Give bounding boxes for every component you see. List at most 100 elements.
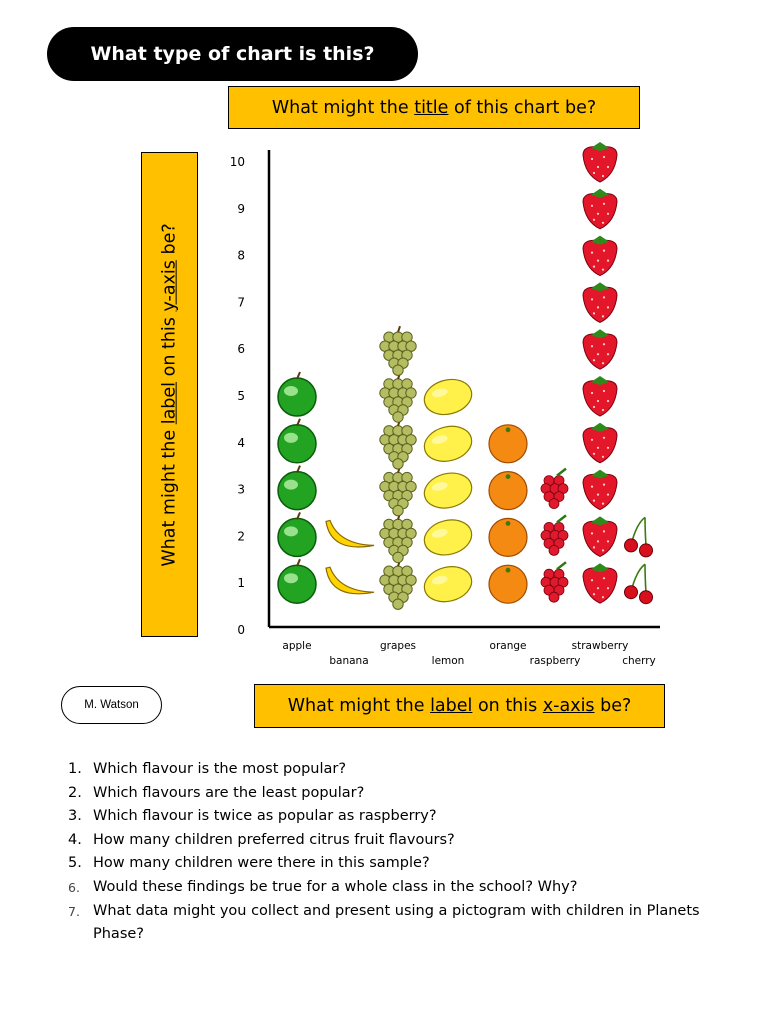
lemon-column — [423, 378, 473, 603]
question-text: How many children were there in this sam… — [93, 855, 430, 872]
question-item: 2. Which flavours are the least popular? — [68, 782, 748, 806]
orange-icon — [488, 564, 528, 604]
title-question-post: of this chart be? — [448, 97, 597, 118]
x-question-pre: What might the — [287, 696, 431, 716]
lemon-icon — [423, 566, 473, 603]
y-tick-label: 10 — [230, 155, 245, 169]
title-question-box: What might the title of this chart be? — [228, 86, 640, 129]
x-category-label: lemon — [432, 655, 465, 667]
grapes-icon — [379, 372, 417, 423]
cherry-icon — [624, 563, 653, 605]
question-text: Which flavour is the most popular? — [93, 761, 347, 777]
lemon-icon — [423, 519, 473, 556]
question-text: Would these findings be true for a whole… — [93, 878, 578, 895]
lemon-icon — [423, 378, 473, 416]
orange-icon — [488, 471, 528, 511]
raspberry-icon — [540, 467, 569, 510]
question-item: 5. How many children were there in this s… — [68, 852, 748, 876]
strawberry-icon — [582, 142, 618, 183]
banana-column — [325, 519, 375, 595]
y-axis-ticks: 0 1 2 3 4 5 6 7 8 9 10 — [230, 155, 245, 637]
lemon-icon — [423, 425, 473, 462]
orange-icon — [488, 517, 528, 557]
question-item: 3. Which flavour is twice as popular as r… — [68, 805, 748, 829]
strawberry-icon — [582, 516, 618, 557]
x-question-underlined-2: x-axis — [542, 696, 595, 716]
question-number: 6. — [68, 879, 80, 895]
question-text: Which flavour is twice as popular as ras… — [93, 808, 437, 825]
x-question-post: be? — [594, 696, 632, 716]
strawberry-icon — [582, 376, 618, 417]
strawberry-icon — [582, 282, 618, 323]
cherry-column — [624, 516, 653, 605]
y-tick-label: 9 — [237, 202, 245, 216]
x-category-label: strawberry — [572, 640, 629, 652]
apple-icon — [277, 371, 317, 417]
question-number: 7. — [68, 903, 80, 919]
strawberry-icon — [582, 469, 618, 511]
question-item: 6. Would these findings be true for a who… — [68, 876, 748, 900]
question-number: 3. — [68, 808, 82, 825]
raspberry-column — [540, 467, 569, 603]
question-text: How many children preferred citrus fruit… — [93, 831, 455, 848]
pictogram-marks — [277, 142, 653, 610]
worksheet-title: What type of chart is this? — [47, 27, 418, 81]
grapes-icon — [379, 559, 417, 610]
author-name: M. Watson — [84, 699, 139, 711]
strawberry-icon — [582, 422, 618, 464]
apple-icon — [277, 558, 317, 604]
strawberry-icon — [582, 563, 618, 604]
y-tick-label: 7 — [237, 295, 245, 309]
question-text: What data might you collect and present … — [93, 902, 700, 943]
x-category-label: cherry — [622, 655, 656, 667]
question-list: 1. Which flavour is the most popular? 2. W… — [68, 758, 748, 947]
x-question-underlined-1: label — [430, 696, 473, 716]
question-item: 7. What data might you collect and presen… — [68, 900, 748, 947]
y-question-mid: on this — [159, 311, 180, 382]
y-question-underlined-1: label — [159, 381, 180, 424]
y-tick-label: 6 — [237, 342, 245, 356]
y-tick-label: 5 — [237, 389, 245, 403]
question-number: 1. — [68, 761, 82, 777]
y-question-underlined-2: y-axis — [159, 259, 180, 312]
strawberry-icon — [582, 235, 618, 277]
x-category-label: banana — [329, 655, 368, 667]
grapes-column — [379, 325, 417, 610]
worksheet-title-text: What type of chart is this? — [90, 43, 375, 65]
x-category-label: raspberry — [530, 655, 581, 667]
author-badge: M. Watson — [61, 686, 162, 724]
question-number: 4. — [68, 831, 82, 848]
strawberry-icon — [582, 188, 618, 230]
grapes-icon — [379, 325, 417, 376]
y-axis-question-box: What might the label on this y-axis be? — [141, 152, 198, 637]
question-item: 4. How many children preferred citrus fru… — [68, 829, 748, 853]
raspberry-icon — [540, 561, 569, 603]
y-axis-question-text: What might the label on this y-axis be? — [160, 223, 180, 566]
banana-icon — [325, 519, 375, 548]
apple-column — [277, 371, 317, 604]
grapes-icon — [379, 466, 417, 517]
question-text: Which flavours are the least popular? — [93, 784, 365, 801]
x-category-label: apple — [282, 640, 311, 652]
x-category-label: orange — [490, 640, 527, 652]
y-tick-label: 3 — [237, 483, 245, 497]
grapes-icon — [379, 513, 417, 564]
apple-icon — [277, 465, 317, 511]
y-tick-label: 0 — [237, 623, 245, 637]
y-tick-label: 1 — [237, 576, 245, 590]
y-question-post: be? — [159, 222, 180, 260]
title-question-text: What might the title of this chart be? — [272, 98, 596, 118]
y-tick-label: 4 — [237, 436, 245, 450]
grapes-icon — [379, 419, 417, 470]
x-category-label: grapes — [380, 640, 416, 652]
strawberry-column — [582, 142, 618, 604]
y-tick-label: 2 — [237, 529, 245, 543]
y-question-pre: What might the — [159, 423, 180, 567]
pictogram-chart: 0 1 2 3 4 5 6 7 8 9 10 apple banana grapes lemon orang… — [230, 142, 660, 667]
x-question-mid: on this — [472, 696, 543, 716]
title-question-underlined: title — [414, 97, 449, 118]
apple-icon — [277, 418, 317, 464]
apple-icon — [277, 512, 317, 558]
strawberry-icon — [582, 329, 618, 370]
lemon-icon — [423, 472, 473, 509]
